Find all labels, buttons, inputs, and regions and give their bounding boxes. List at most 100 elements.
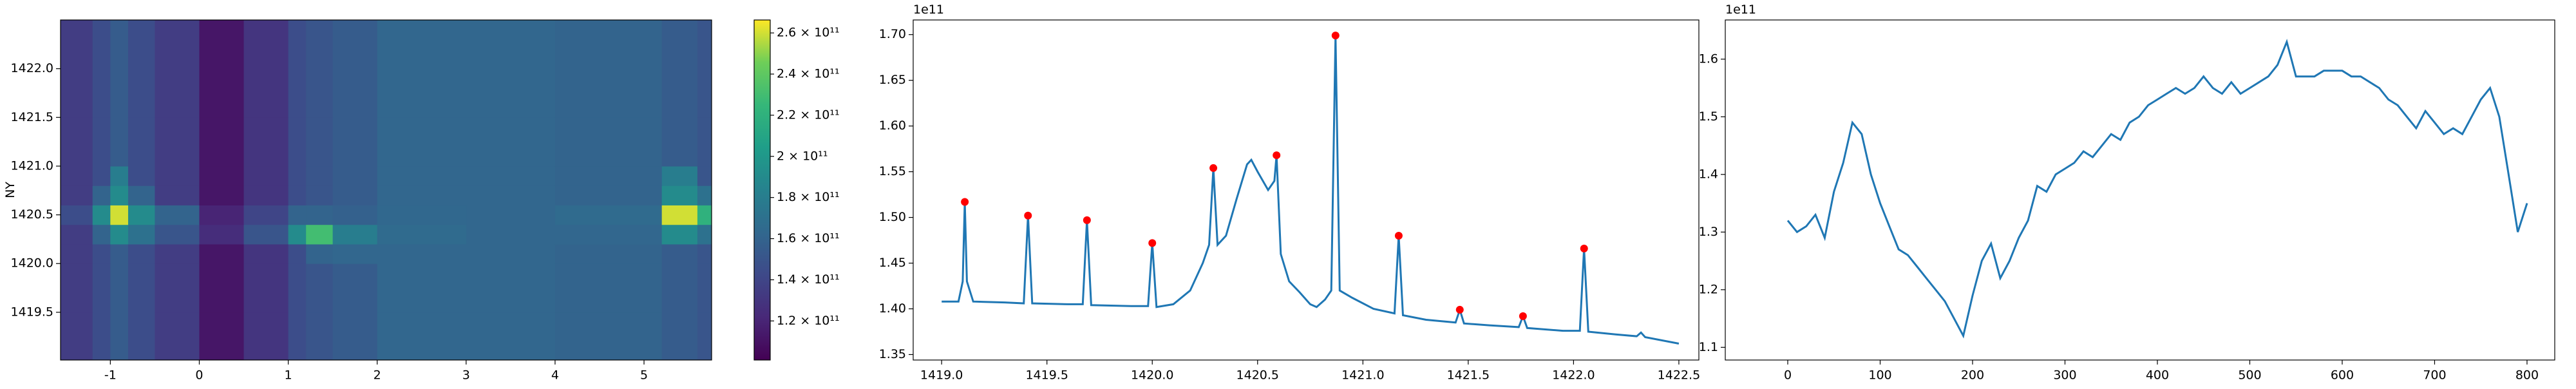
heatmap-cell	[288, 166, 307, 186]
heatmap-cell	[697, 20, 712, 118]
x-tick-label: 1419.0	[920, 368, 963, 383]
colorbar-tick-label: 1.2 × 10¹¹	[777, 314, 840, 328]
x-tick-label: 0	[195, 368, 203, 383]
x-tick-label: 1419.5	[1025, 368, 1068, 383]
heatmap-cell	[697, 312, 712, 361]
heatmap-cell	[199, 166, 245, 186]
heatmap-cell	[155, 243, 200, 264]
heatmap-cell	[110, 185, 129, 205]
heatmap-cell	[155, 185, 200, 205]
x-tick-label: 1	[285, 368, 292, 383]
peak-marker	[1519, 312, 1527, 320]
heatmap-cell	[155, 166, 200, 186]
heatmap-cell	[92, 224, 111, 245]
line-series	[942, 35, 1680, 345]
heatmap-cell	[661, 312, 698, 361]
heatmap-cell	[332, 312, 378, 361]
panel: 1.2 × 10¹¹ 1.4 × 10¹¹ 1.6 × 10¹¹ 1.8 × 10¹¹…	[3, 19, 840, 383]
heatmap-cell	[554, 205, 663, 225]
x-tick-label: 500	[2238, 368, 2261, 383]
heatmap-cell	[92, 243, 111, 264]
colorbar	[753, 19, 771, 361]
y-tick-label: 1420.5	[11, 207, 53, 222]
heatmap-cell	[306, 166, 334, 186]
colorbar-tick-label: 1.8 × 10¹¹	[777, 190, 840, 204]
heatmap-cell	[199, 243, 245, 264]
heatmap-cell	[332, 20, 378, 118]
heatmap-cell	[697, 117, 712, 167]
y-tick-label: 1.4	[1699, 167, 1718, 181]
heatmap-cell	[332, 117, 378, 167]
heatmap-cell	[554, 312, 663, 361]
heatmap-cell	[243, 117, 289, 167]
peak-marker	[1580, 244, 1588, 252]
heatmap-cell	[92, 312, 111, 361]
y-tick-label: 1.60	[879, 119, 906, 133]
y-tick-label: 1.1	[1699, 340, 1718, 354]
x-tick-label: 600	[2331, 368, 2354, 383]
heatmap-cell	[110, 117, 129, 167]
heatmap-cell	[243, 312, 289, 361]
y-tick-label: 1.40	[879, 301, 906, 316]
heatmap-cell	[697, 185, 712, 205]
heatmap-cell	[92, 117, 111, 167]
heatmap-cell	[243, 166, 289, 186]
heatmap-cell	[110, 224, 129, 245]
heatmap-cell	[199, 20, 245, 118]
heatmap-cell	[110, 263, 129, 313]
heatmap-cell	[199, 205, 245, 225]
heatmap-cell	[377, 117, 467, 167]
heatmap-cell	[128, 117, 155, 167]
heatmap-cell	[288, 205, 307, 225]
x-tick-label: 300	[2053, 368, 2076, 383]
heatmap-cell	[332, 243, 378, 264]
x-tick-label: 200	[1961, 368, 1984, 383]
heatmap-cell	[697, 224, 712, 245]
heatmap-cell	[377, 243, 467, 264]
heatmap-cell	[661, 185, 698, 205]
heatmap-cell	[155, 205, 200, 225]
heatmap-cell	[554, 166, 663, 186]
heatmap-cell	[697, 166, 712, 186]
y-offset-label: 1e11	[1725, 3, 1756, 17]
peak-marker	[1331, 32, 1340, 40]
heatmap-cell	[554, 263, 663, 313]
heatmap-cell	[554, 185, 663, 205]
heatmap-cell	[332, 185, 378, 205]
axes-frame	[1725, 19, 2555, 361]
colorbar-tick-label: 2 × 10¹¹	[777, 149, 828, 163]
heatmap-cell	[377, 224, 467, 245]
x-tick-label: 1422.0	[1552, 368, 1595, 383]
heatmap-cell	[377, 263, 467, 313]
heatmap-cell	[306, 312, 334, 361]
y-tick-label: 1421.0	[11, 158, 53, 173]
heatmap-cell	[110, 166, 129, 186]
heatmap-cell	[92, 185, 111, 205]
heatmap-cell	[155, 263, 200, 313]
heatmap-cell	[332, 205, 378, 225]
axes-frame	[60, 19, 712, 361]
heatmap-cell	[697, 205, 712, 225]
heatmap-cell	[332, 166, 378, 186]
heatmap-cell	[377, 312, 467, 361]
heatmap-cell	[466, 166, 556, 186]
heatmap-cell	[697, 263, 712, 313]
peak-marker	[1024, 211, 1032, 220]
heatmap-cell	[61, 312, 93, 361]
heatmap-cell	[92, 166, 111, 186]
heatmap-cell	[61, 185, 93, 205]
heatmap-cell	[243, 243, 289, 264]
y-offset-label: 1e11	[913, 3, 944, 17]
peak-marker	[961, 198, 969, 206]
heatmap-cell	[110, 20, 129, 118]
heatmap-cell	[155, 20, 200, 118]
heatmap-cell	[661, 263, 698, 313]
heatmap-cell	[466, 117, 556, 167]
heatmap-cell	[377, 185, 467, 205]
heatmap-cell	[61, 117, 93, 167]
peak-marker	[1273, 151, 1281, 160]
colorbar-tick-label: 1.6 × 10¹¹	[777, 231, 840, 245]
heatmap-cell	[306, 205, 334, 225]
x-tick-label: 1421.0	[1341, 368, 1384, 383]
heatmap-cell	[288, 20, 307, 118]
